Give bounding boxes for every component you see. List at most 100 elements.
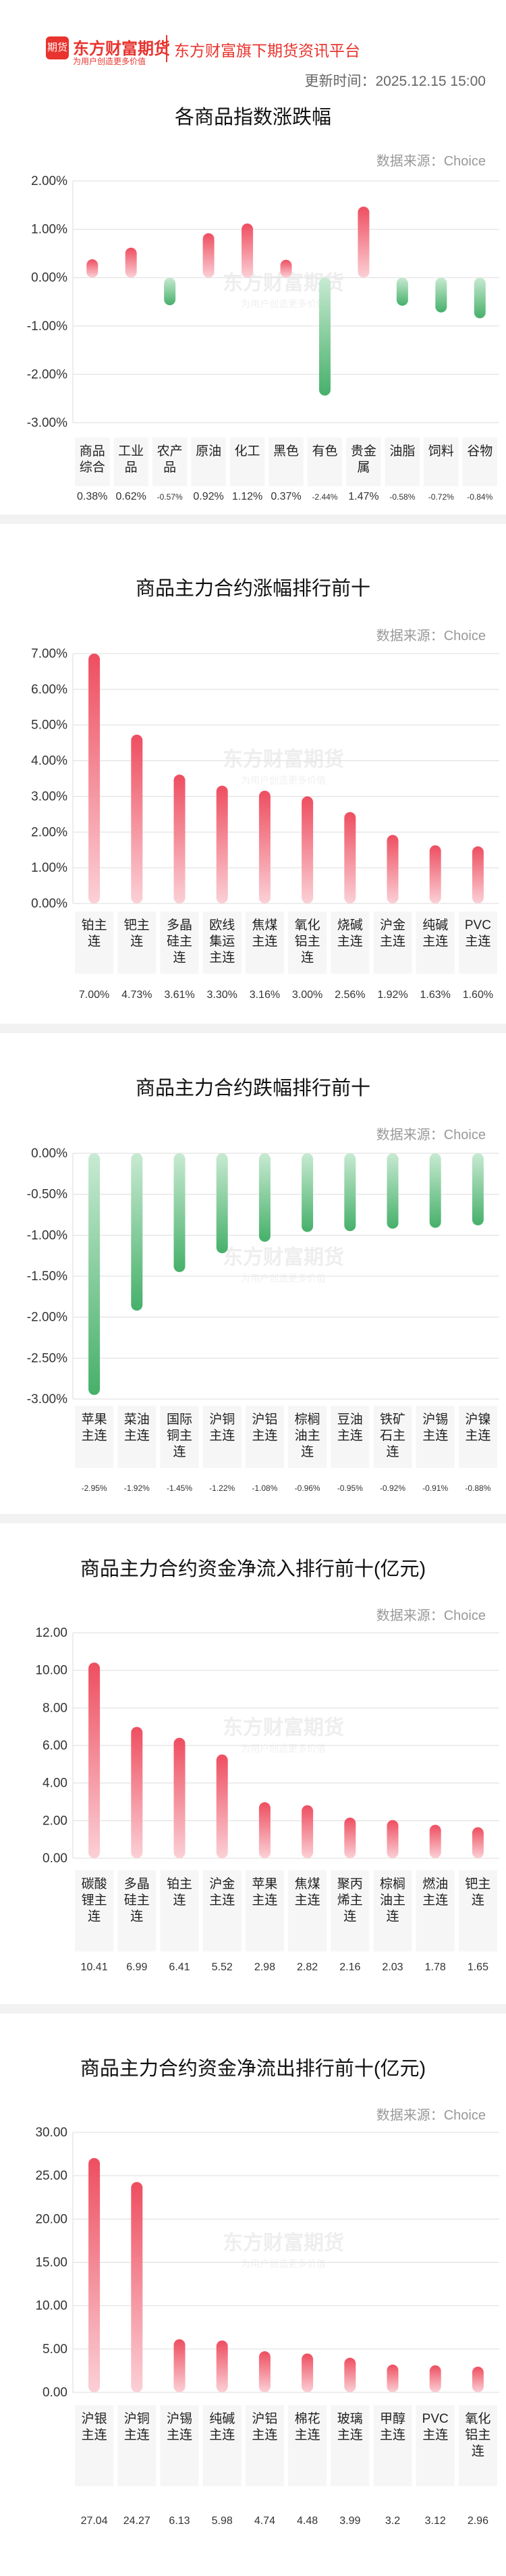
category-label: 饲料 xyxy=(428,444,454,458)
y-tick-label: -1.00% xyxy=(27,319,67,334)
category-cell xyxy=(245,1870,284,1951)
y-tick-label: -0.50% xyxy=(27,1188,67,1202)
category-label-line: 工业 xyxy=(118,444,144,458)
category-label: 谷物 xyxy=(467,444,493,458)
bar xyxy=(387,2364,399,2392)
category-label: 铂主连 xyxy=(82,918,107,949)
data-source: 数据来源：Choice xyxy=(376,629,486,643)
y-tick-label: 5.00% xyxy=(31,718,67,733)
data-source: 数据来源：Choice xyxy=(376,154,486,169)
category-label-line: 商品 xyxy=(80,444,105,458)
y-tick-label: 6.00 xyxy=(43,1739,67,1753)
logo-name: 东方财富期货 xyxy=(73,40,170,58)
data-label: 0.37% xyxy=(271,491,301,502)
category-cell xyxy=(288,1870,327,1951)
y-tick-label: 4.00% xyxy=(31,754,67,768)
y-tick-label: 3.00% xyxy=(31,789,67,804)
category-cell xyxy=(416,2405,455,2486)
data-label: -1.45% xyxy=(167,1483,192,1493)
category-label-line: 主连 xyxy=(124,1428,150,1443)
category-cell xyxy=(117,1406,157,1468)
bar xyxy=(344,1817,356,1858)
bar xyxy=(216,785,228,903)
category-label: 沪铜主连 xyxy=(124,2411,150,2442)
bar xyxy=(344,812,356,903)
category-label-line: 饲料 xyxy=(428,444,454,458)
category-cell xyxy=(245,912,284,974)
section-divider xyxy=(0,515,506,524)
category-label-line: 铜主 xyxy=(167,1428,192,1443)
category-label-line: 主连 xyxy=(422,2427,448,2442)
bar xyxy=(216,2340,228,2392)
category-cell xyxy=(346,438,381,486)
y-tick-label: 0.00% xyxy=(31,271,67,285)
category-cell xyxy=(202,1870,242,1951)
bar xyxy=(258,1153,271,1242)
category-cell xyxy=(160,2405,199,2486)
data-label: 2.96 xyxy=(468,2515,488,2527)
watermark-text: 东方财富期货 xyxy=(223,1246,344,1269)
category-label-line: 连 xyxy=(343,1909,356,1924)
category-label: 铁矿石主连 xyxy=(380,1412,405,1459)
category-cell xyxy=(75,1870,114,1951)
category-label-line: 沪锡 xyxy=(422,1412,448,1427)
bar xyxy=(216,1153,228,1254)
y-tick-label: -2.00% xyxy=(27,367,67,382)
category-cell xyxy=(373,1870,412,1951)
bar xyxy=(472,846,484,903)
y-tick-label: 20.00 xyxy=(35,2212,67,2226)
y-tick-label: -2.00% xyxy=(27,1311,67,1325)
y-tick-label: 2.00% xyxy=(31,174,67,188)
category-cell xyxy=(152,438,188,486)
data-label: 3.2 xyxy=(385,2515,400,2527)
category-label-line: 石主 xyxy=(380,1428,405,1443)
category-label-line: 连 xyxy=(301,950,314,965)
category-cell xyxy=(117,912,157,974)
y-tick-label: 15.00 xyxy=(35,2256,67,2270)
y-tick-label: 0.00 xyxy=(43,2386,67,2400)
category-label: 碳酸锂主连 xyxy=(82,1876,107,1924)
category-label-line: 多晶 xyxy=(124,1876,150,1891)
category-label: 黑色 xyxy=(273,444,299,458)
bar xyxy=(396,278,408,306)
data-label: 6.99 xyxy=(126,1962,147,1973)
category-cell xyxy=(458,912,497,974)
category-label-line: 沪锡 xyxy=(167,2411,192,2426)
section-divider xyxy=(0,1514,506,1523)
category-label-line: 主连 xyxy=(337,1428,363,1443)
y-tick-label: 12.00 xyxy=(35,1626,67,1640)
category-cell xyxy=(202,912,242,974)
category-cell xyxy=(117,1870,157,1951)
bar xyxy=(429,1153,441,1228)
bar xyxy=(258,790,271,903)
category-label: 棕榈油主连 xyxy=(295,1412,320,1459)
data-label: 3.12 xyxy=(425,2515,446,2527)
data-label: 5.98 xyxy=(212,2515,233,2527)
category-label-line: 连 xyxy=(386,1444,399,1459)
data-label: 3.99 xyxy=(339,2515,360,2527)
category-label-line: PVC xyxy=(422,2412,449,2426)
y-tick-label: -2.50% xyxy=(27,1351,67,1365)
category-label-line: 沪银 xyxy=(82,2411,107,2426)
category-label-line: 主连 xyxy=(252,1893,277,1908)
y-tick-label: 0.00% xyxy=(31,1147,67,1161)
category-cell xyxy=(113,438,148,486)
category-label-line: 油主 xyxy=(295,1428,320,1443)
category-label-line: 品 xyxy=(125,461,138,475)
category-cell xyxy=(416,1406,455,1468)
category-cell xyxy=(462,438,497,486)
bar xyxy=(88,654,101,903)
category-label-line: 化工 xyxy=(235,444,260,458)
bar xyxy=(302,796,314,903)
category-label: 菜油主连 xyxy=(124,1412,150,1443)
category-label-line: 沪镍 xyxy=(465,1412,490,1427)
bar xyxy=(216,1754,228,1858)
bar xyxy=(258,1802,271,1858)
category-cell xyxy=(75,1406,114,1468)
y-tick-label: 1.00% xyxy=(31,861,67,875)
category-cell xyxy=(75,2405,114,2486)
y-tick-label: 10.00 xyxy=(35,2299,67,2313)
watermark-text: 为用户创造更多价值 xyxy=(241,1743,326,1754)
category-label: 沪铝主连 xyxy=(252,2411,277,2442)
